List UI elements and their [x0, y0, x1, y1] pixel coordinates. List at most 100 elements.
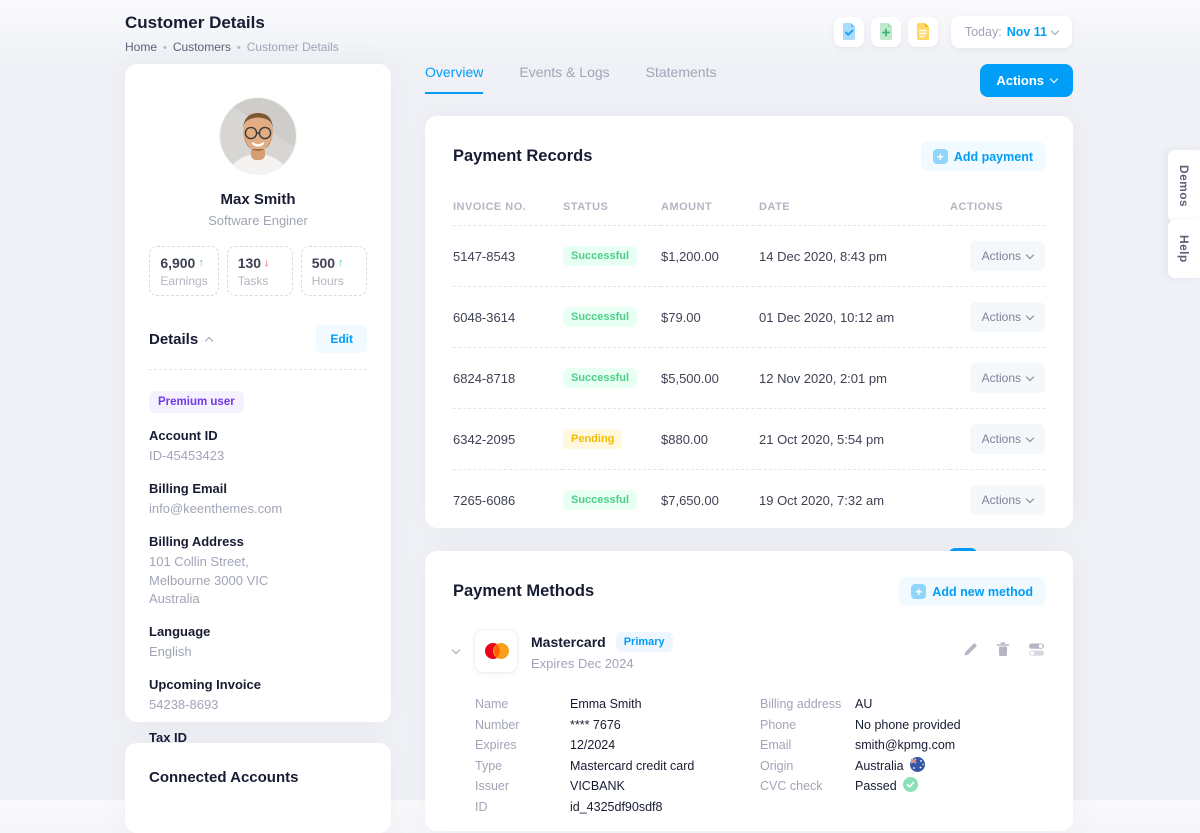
- details-left-column: Name Emma Smith Number **** 7676 Expires 12…: [475, 694, 760, 817]
- payment-records-table: INVOICE NO. STATUS AMOUNT DATE ACTIONS 5…: [453, 191, 1045, 530]
- delete-method-button[interactable]: [996, 642, 1010, 660]
- table-header-row: INVOICE NO. STATUS AMOUNT DATE ACTIONS: [453, 191, 1045, 226]
- chevron-down-icon: [1025, 494, 1035, 503]
- table-row: 6048-3614 Successful $79.00 01 Dec 2020,…: [453, 286, 1045, 348]
- detail-value: No phone provided: [855, 717, 961, 732]
- arrow-up-icon: ↑: [338, 257, 344, 269]
- chevron-down-icon: [1025, 250, 1035, 259]
- field-billing-email: Billing Email info@keenthemes.com: [149, 481, 367, 519]
- invoice-no: 7265-6086: [453, 492, 516, 508]
- card-expires: Expires Dec 2024: [531, 655, 634, 671]
- add-payment-button[interactable]: + Add payment: [920, 142, 1045, 171]
- primary-badge: Primary: [615, 631, 673, 652]
- status-badge: Successful: [563, 490, 638, 510]
- document-lines-button[interactable]: [907, 17, 938, 47]
- plus-icon: +: [911, 584, 927, 599]
- payment-method-details: Name Emma Smith Number **** 7676 Expires 12…: [453, 694, 1045, 817]
- tasks-label: Tasks: [237, 274, 269, 288]
- collapse-chevron-icon[interactable]: [451, 645, 461, 654]
- date: 19 Oct 2020, 7:32 am: [759, 492, 885, 508]
- row-actions-button[interactable]: Actions: [969, 485, 1045, 515]
- actions-button-label: Actions: [996, 73, 1044, 88]
- side-tab-help[interactable]: Help: [1168, 220, 1200, 278]
- tab-statements[interactable]: Statements: [645, 64, 717, 80]
- edit-method-button[interactable]: [963, 642, 978, 660]
- page-title: Customer Details: [125, 13, 265, 32]
- add-payment-label: Add payment: [953, 149, 1033, 164]
- status-badge: Successful: [563, 307, 638, 327]
- row-actions-label: Actions: [981, 249, 1021, 263]
- chevron-down-icon: [1049, 74, 1059, 84]
- amount: $880.00: [661, 408, 759, 470]
- profile-card: Max Smith Software Enginer 6,900 ↑ Earnin…: [125, 64, 391, 765]
- arrow-up-icon: ↑: [198, 257, 204, 269]
- breadcrumb-customers[interactable]: Customers: [173, 40, 241, 54]
- row-actions-label: Actions: [981, 493, 1021, 507]
- status-badge: Successful: [563, 368, 638, 388]
- detail-value: Australia: [855, 758, 904, 773]
- table-row: 5147-8543 Successful $1,200.00 14 Dec 20…: [453, 225, 1045, 287]
- row-actions-button[interactable]: Actions: [969, 424, 1045, 454]
- document-lines-icon: [915, 22, 931, 43]
- stat-earnings: 6,900 ↑ Earnings: [149, 246, 219, 296]
- side-tab-demos[interactable]: Demos: [1168, 150, 1200, 223]
- detail-value: smith@kpmg.com: [855, 738, 956, 753]
- tab-overview[interactable]: Overview: [425, 64, 484, 94]
- more-settings-button[interactable]: [1028, 642, 1045, 660]
- field-account-id: Account ID ID-45453423: [149, 428, 367, 466]
- col-amount: AMOUNT: [661, 191, 759, 226]
- profile-stats: 6,900 ↑ Earnings 130 ↓ Tasks 500 ↑ Hours: [149, 246, 367, 296]
- field-value: info@keenthemes.com: [149, 500, 283, 516]
- check-circle-icon: [902, 777, 918, 795]
- customer-role: Software Enginer: [208, 213, 308, 228]
- col-status: STATUS: [563, 191, 661, 226]
- toggles-icon: [1028, 642, 1045, 660]
- stat-tasks: 130 ↓ Tasks: [226, 246, 293, 296]
- field-label: Account ID: [149, 428, 218, 443]
- field-billing-address: Billing Address 101 Collin Street, Melbo…: [149, 534, 367, 610]
- invoice-no: 5147-8543: [453, 225, 563, 287]
- field-language: Language English: [149, 624, 367, 662]
- detail-value: id_4325df90sdf8: [570, 799, 663, 814]
- col-invoice: INVOICE NO.: [453, 191, 563, 226]
- field-label: Billing Address: [149, 533, 244, 549]
- earnings-label: Earnings: [160, 274, 208, 288]
- actions-button[interactable]: Actions: [980, 64, 1073, 97]
- breadcrumb-home[interactable]: Home: [125, 40, 167, 54]
- add-new-method-button[interactable]: + Add new method: [899, 577, 1045, 606]
- payment-methods-title: Payment Methods: [453, 582, 595, 600]
- detail-label: ID: [475, 799, 488, 814]
- field-value: ID-45453423: [149, 448, 225, 463]
- header-toolbar: Today: Nov 11: [833, 16, 1072, 48]
- divider: [149, 369, 367, 370]
- row-actions-button[interactable]: Actions: [969, 241, 1045, 271]
- col-actions: ACTIONS: [950, 191, 1045, 226]
- document-add-icon: [878, 22, 894, 43]
- tab-events-logs[interactable]: Events & Logs: [519, 64, 610, 80]
- edit-button[interactable]: Edit: [316, 325, 367, 353]
- row-actions-button[interactable]: Actions: [969, 363, 1045, 393]
- today-value: Nov 11: [1006, 25, 1047, 39]
- document-check-button[interactable]: [833, 17, 864, 47]
- date-selector[interactable]: Today: Nov 11: [950, 16, 1072, 48]
- today-label: Today:: [964, 25, 1002, 39]
- arrow-down-icon: ↓: [264, 257, 270, 269]
- chevron-down-icon: [1025, 433, 1035, 442]
- invoice-no: 6342-2095: [453, 408, 563, 470]
- field-label: Language: [149, 624, 211, 640]
- avatar: [220, 98, 296, 174]
- detail-value: Passed: [855, 779, 897, 794]
- main-tabs: Overview Events & Logs Statements Action…: [425, 64, 1073, 97]
- row-actions-button[interactable]: Actions: [969, 302, 1045, 332]
- field-upcoming-invoice: Upcoming Invoice 54238-8693: [149, 677, 367, 715]
- detail-label: Name: [475, 697, 509, 712]
- row-actions-label: Actions: [981, 432, 1021, 446]
- amount: $5,500.00: [661, 347, 759, 409]
- document-add-button[interactable]: [870, 17, 901, 47]
- field-label: Upcoming Invoice: [149, 677, 261, 693]
- details-toggle[interactable]: Details: [149, 331, 214, 348]
- detail-value: AU: [855, 697, 873, 712]
- connected-accounts-card: Connected Accounts: [125, 743, 391, 833]
- document-check-icon: [841, 22, 857, 43]
- card-brand: Mastercard: [531, 633, 606, 650]
